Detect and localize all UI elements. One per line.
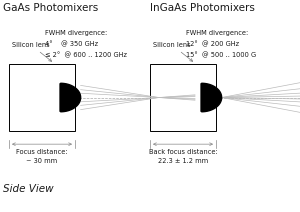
Polygon shape [61, 83, 81, 112]
Text: 12°  @ 200 GHz: 12° @ 200 GHz [186, 41, 239, 48]
Text: 4°    @ 350 GHz: 4° @ 350 GHz [45, 41, 98, 48]
Text: Silicon lens: Silicon lens [12, 42, 52, 61]
Polygon shape [202, 83, 222, 112]
Text: Back focus distance:: Back focus distance: [148, 149, 218, 155]
Text: FWHM divergence:: FWHM divergence: [45, 30, 108, 36]
Text: Silicon lens: Silicon lens [153, 42, 193, 61]
Text: InGaAs Photomixers: InGaAs Photomixers [150, 3, 255, 13]
Text: ≤ 2°  @ 600 .. 1200 GHz: ≤ 2° @ 600 .. 1200 GHz [45, 52, 127, 58]
Text: Side View: Side View [3, 184, 54, 194]
Text: Focus distance:: Focus distance: [16, 149, 68, 155]
Bar [150, 64, 216, 131]
Text: 15°  @ 500 .. 1000 G: 15° @ 500 .. 1000 G [186, 52, 256, 58]
Text: GaAs Photomixers: GaAs Photomixers [3, 3, 98, 13]
Text: ~ 30 mm: ~ 30 mm [26, 158, 58, 164]
Bar [9, 64, 75, 131]
Text: FWHM divergence:: FWHM divergence: [186, 30, 249, 36]
Text: 22.3 ± 1.2 mm: 22.3 ± 1.2 mm [158, 158, 208, 164]
